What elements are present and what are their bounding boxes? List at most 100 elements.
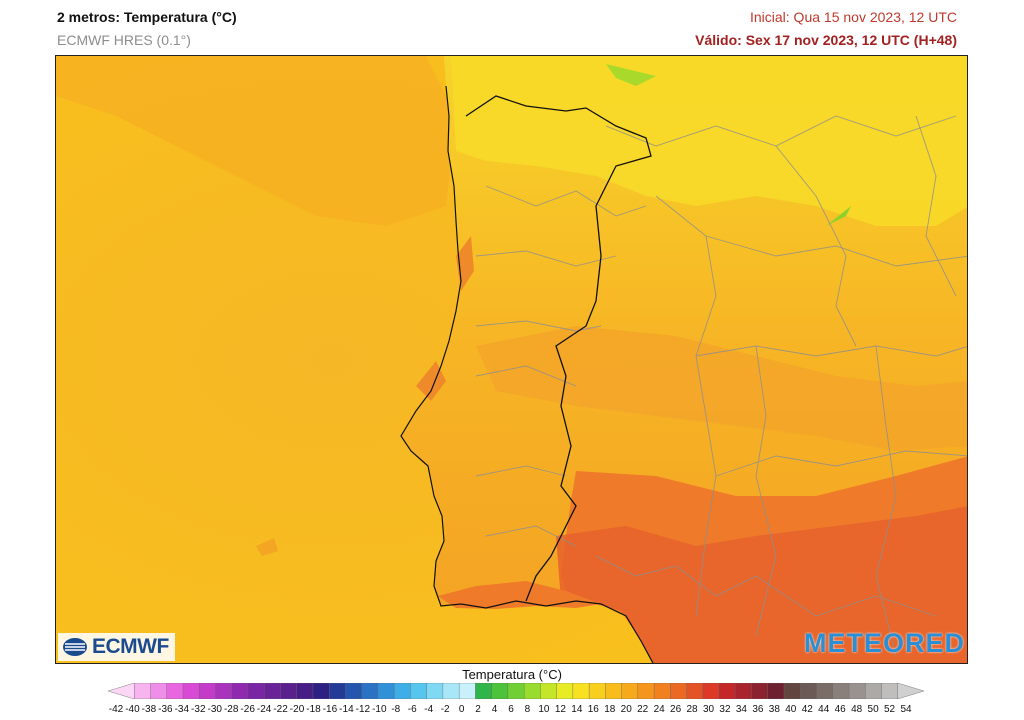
legend-swatch xyxy=(215,683,233,699)
legend-tick-label: -12 xyxy=(355,704,371,715)
legend-swatch xyxy=(361,683,379,699)
legend-swatch xyxy=(264,683,281,699)
legend-swatch xyxy=(166,683,184,699)
legend-tick-label: 40 xyxy=(785,704,797,715)
initial-run-label: Inicial: Qua 15 nov 2023, 12 UTC xyxy=(749,9,957,25)
legend-swatch xyxy=(231,683,249,699)
ocean-cool-zone xyxy=(56,56,456,226)
valid-time-label: Válido: Sex 17 nov 2023, 12 UTC (H+48) xyxy=(695,32,957,48)
legend-tick-label: -16 xyxy=(322,704,338,715)
admin-borders xyxy=(475,115,967,657)
legend-swatch xyxy=(134,683,151,699)
legend-tick-label: -22 xyxy=(273,704,288,715)
legend-tick-label: -10 xyxy=(372,704,387,715)
legend-tick-label: 24 xyxy=(653,704,665,715)
legend-tick-label: -18 xyxy=(306,704,321,715)
legend-swatch xyxy=(523,683,541,699)
legend-tick-label: 10 xyxy=(538,704,550,715)
legend-swatch xyxy=(312,683,330,699)
legend-tick-label: 2 xyxy=(475,704,481,715)
legend-tick-label: 4 xyxy=(491,704,498,715)
legend-tick-label: -30 xyxy=(207,704,222,715)
ecmwf-logo-text: ECMWF xyxy=(92,635,169,658)
legend-tick-label: -2 xyxy=(440,704,450,715)
legend-tick-label: 22 xyxy=(637,704,649,715)
legend-swatch xyxy=(702,683,720,699)
legend-tick-label: -34 xyxy=(174,704,190,715)
legend-tick-label: -42 xyxy=(108,704,124,715)
legend-tick-label: 46 xyxy=(834,704,846,715)
legend-tick-label: 48 xyxy=(851,704,863,715)
legend-swatch xyxy=(767,683,785,699)
south-hottest-region xyxy=(556,506,967,663)
legend-swatch xyxy=(377,683,395,699)
algarve-warm-strip xyxy=(438,581,601,609)
legend-swatch xyxy=(108,683,135,699)
legend-tick-label: 30 xyxy=(702,704,715,715)
legend-tick-label: -32 xyxy=(191,704,206,715)
legend-swatch xyxy=(458,683,476,699)
legend-swatch xyxy=(280,683,298,699)
green-cool-patch-2 xyxy=(606,64,656,86)
legend-tick-label: 34 xyxy=(735,704,747,715)
legend-tick-labels: -42 -40 -38 -36 -34 -32 -30 -28 -26 -24 -22 -20 -18-… xyxy=(109,704,916,718)
legend-tick-label: 8 xyxy=(524,704,531,715)
coastal-warm-patch-3 xyxy=(256,538,278,556)
model-label: ECMWF HRES (0.1°) xyxy=(57,32,191,48)
legend-swatch xyxy=(718,683,736,699)
legend-swatch xyxy=(556,683,574,699)
legend-tick-label: -24 xyxy=(256,704,272,715)
legend-tick-label: 26 xyxy=(670,704,682,715)
legend-tick-label: 6 xyxy=(508,704,514,715)
legend-swatch xyxy=(637,683,655,699)
legend-swatch xyxy=(865,683,883,699)
meteored-logo: METEORED xyxy=(803,628,965,658)
map-canvas xyxy=(56,56,967,663)
legend-swatch xyxy=(410,683,428,699)
legend-tick-label: -8 xyxy=(391,704,401,715)
legend-swatch xyxy=(848,683,866,699)
legend-tick-label: -36 xyxy=(158,704,173,715)
legend-swatch xyxy=(670,683,688,699)
legend-swatch xyxy=(475,683,493,699)
legend-swatch xyxy=(491,683,509,699)
legend-tick-label: 12 xyxy=(554,704,566,715)
temperature-map[interactable]: ECMWF METEORED xyxy=(55,55,968,664)
legend-swatch xyxy=(296,683,314,699)
legend-tick-label: -28 xyxy=(223,704,239,715)
legend-tick-label: 16 xyxy=(587,704,599,715)
legend-tick-label: -20 xyxy=(289,704,305,715)
north-cool-region xyxy=(451,56,967,226)
legend-tick-label: 38 xyxy=(768,704,780,715)
legend-swatch xyxy=(182,683,200,699)
legend-tick-label: 14 xyxy=(571,704,583,715)
legend-swatch xyxy=(621,683,639,699)
legend-swatch xyxy=(751,683,769,699)
legend-swatch xyxy=(426,683,444,699)
legend-swatch xyxy=(816,683,834,699)
legend-swatch xyxy=(540,683,558,699)
legend-tick-label: 32 xyxy=(719,704,731,715)
legend-swatch xyxy=(881,683,899,699)
legend-tick-label: -40 xyxy=(125,704,140,715)
legend-tick-label: 44 xyxy=(818,704,830,715)
ecmwf-logo: ECMWF xyxy=(58,633,175,661)
legend-swatch xyxy=(800,683,818,699)
legend-swatch xyxy=(653,683,671,699)
legend-swatch xyxy=(393,683,411,699)
legend-tick-label: 36 xyxy=(752,704,764,715)
legend-swatch xyxy=(328,683,346,699)
legend-tick-label: 50 xyxy=(867,704,879,715)
legend-swatch xyxy=(199,683,216,699)
legend-swatch xyxy=(442,683,460,699)
legend-tick-label: -4 xyxy=(424,704,434,715)
map-title: 2 metros: Temperatura (°C) xyxy=(57,9,237,25)
interior-warm-band xyxy=(476,326,967,451)
legend-swatch xyxy=(507,683,525,699)
legend-swatch xyxy=(605,683,623,699)
legend-swatch xyxy=(150,683,168,699)
legend-swatch xyxy=(686,683,704,699)
legend-swatch xyxy=(735,683,753,699)
legend-swatch xyxy=(783,683,801,699)
legend-tick-label: 0 xyxy=(458,704,465,715)
